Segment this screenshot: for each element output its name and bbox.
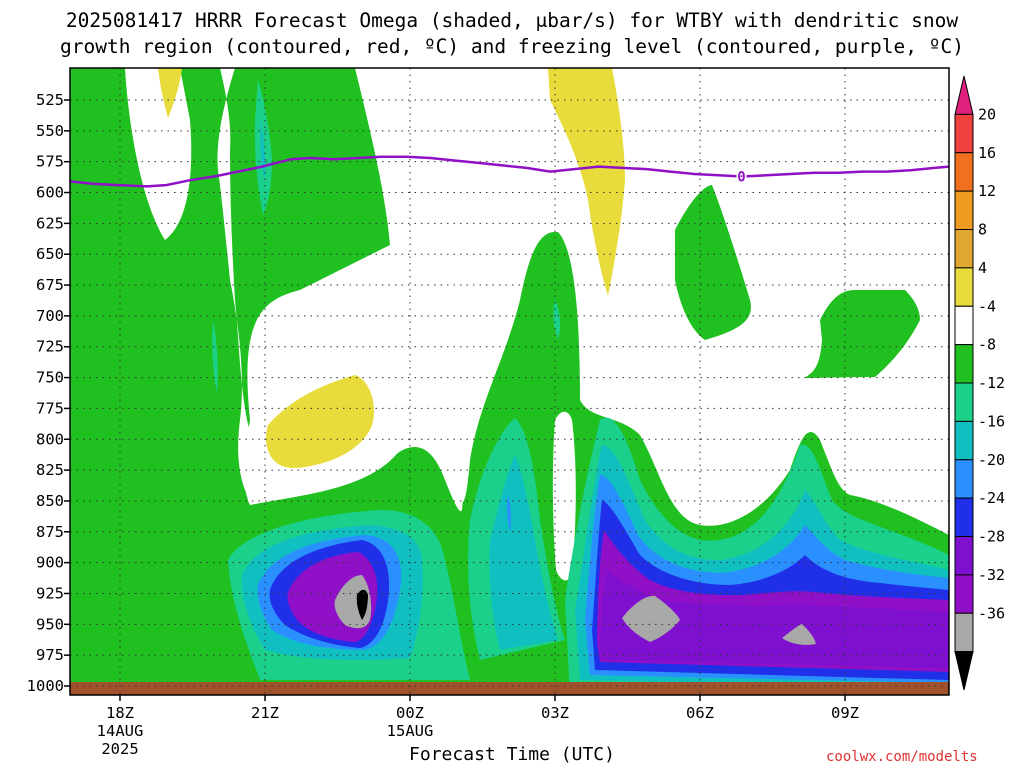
chart-title: 2025081417 HRRR Forecast Omega (shaded, … (0, 8, 1024, 60)
y-tick-label: 750 (36, 369, 64, 387)
freezing-label-bg (736, 168, 747, 185)
colorbar-swatch (954, 420, 974, 461)
colorbar-tick-label: 8 (978, 221, 987, 239)
freezing-level-line: 0 (69, 155, 950, 188)
y-tick-label: 650 (36, 245, 64, 263)
colorbar-tick-label: 4 (978, 259, 987, 277)
omega-lobe-green-3 (804, 290, 920, 378)
colorbar-arrow-top (954, 75, 974, 115)
colorbar-swatch (954, 612, 974, 653)
y-tick-label: 625 (36, 214, 64, 232)
freezing-level-contour (69, 155, 950, 188)
colorbar-tick-label: -4 (978, 297, 996, 315)
y-tick-label: 950 (36, 615, 64, 633)
plot-frame (69, 67, 950, 696)
colorbar-tick-label: -28 (978, 528, 1005, 546)
colorbar-tick-label: 20 (978, 105, 996, 123)
y-tick-label: 825 (36, 461, 64, 479)
colorbar: 20 16 12 8 4 -4 -8 -12 -16 -20 -24 -28 -32 -36 (954, 75, 1005, 691)
colorbar-swatch (954, 190, 974, 230)
y-tick-label: 725 (36, 338, 64, 356)
y-tick-label: 775 (36, 399, 64, 417)
x-tick-label: 00Z (396, 704, 424, 722)
colorbar-tick-label: -12 (978, 374, 1005, 392)
colorbar-swatch (954, 229, 974, 269)
freezing-level-label: 0 (737, 169, 745, 185)
x-axis-title: Forecast Time (UTC) (409, 744, 615, 765)
x-tick-label: 03Z (541, 704, 569, 722)
title-line-2: growth region (contoured, red, ºC) and f… (60, 35, 964, 58)
y-tick-label: 1000 (27, 677, 64, 695)
x-tick-date: 15AUG (387, 722, 434, 740)
x-tick-label: 21Z (251, 704, 279, 722)
x-tick-label: 09Z (831, 704, 859, 722)
y-tick-label: 925 (36, 584, 64, 602)
y-tick-label: 900 (36, 554, 64, 572)
y-tick-label: 675 (36, 276, 64, 294)
omega-low-left-black (356, 589, 368, 620)
omega-band-teal-2 (212, 320, 218, 393)
y-axis: 525 550 575 600 625 650 675 700 725 750 775 800 825 8… (27, 91, 70, 695)
omega-central-cyan (489, 455, 558, 650)
colorbar-tick-label: -36 (978, 604, 1005, 622)
colorbar-tick-label: -8 (978, 336, 996, 354)
colorbar-swatch (954, 305, 974, 346)
colorbar-swatch (954, 536, 974, 576)
colorbar-swatch (954, 267, 974, 307)
omega-band-yellow-3 (265, 375, 375, 468)
omega-low-right-gray-2 (782, 624, 816, 645)
y-tick-label: 700 (36, 307, 64, 325)
x-tick-label: 06Z (686, 704, 714, 722)
terrain-ground (70, 682, 949, 695)
colorbar-tick-label: 16 (978, 144, 996, 162)
colorbar-swatch (954, 459, 974, 499)
colorbar-tick-label: -16 (978, 412, 1005, 430)
omega-band-yellow-2 (548, 68, 625, 296)
omega-low-right-gray-1 (622, 595, 680, 642)
y-tick-label: 800 (36, 430, 64, 448)
y-tick-label: 875 (36, 523, 64, 541)
source-credit[interactable]: coolwx.com/modelts (826, 749, 978, 765)
omega-lobe-green-2 (675, 185, 751, 340)
omega-low-right-darkpurple (600, 570, 949, 668)
omega-hole-white-1 (195, 68, 545, 512)
colorbar-swatch (954, 113, 974, 154)
colorbar-swatch (954, 152, 974, 192)
colorbar-tick-label: -32 (978, 566, 1005, 584)
colorbar-tick-label: -20 (978, 451, 1005, 469)
colorbar-swatch (954, 497, 974, 537)
y-tick-label: 600 (36, 184, 64, 202)
colorbar-tick-label: -24 (978, 489, 1005, 507)
x-tick-year: 2025 (101, 740, 138, 758)
colorbar-swatch (954, 344, 974, 384)
y-tick-label: 525 (36, 91, 64, 109)
gridlines (70, 68, 949, 695)
colorbar-swatch (954, 574, 974, 614)
omega-hole-white-2 (552, 411, 576, 581)
y-tick-label: 850 (36, 492, 64, 510)
y-tick-label: 975 (36, 646, 64, 664)
colorbar-arrow-bottom (954, 651, 974, 691)
x-tick-date: 14AUG (97, 722, 144, 740)
colorbar-tick-label: 12 (978, 182, 996, 200)
omega-shading (70, 68, 949, 695)
title-line-1: 2025081417 HRRR Forecast Omega (shaded, … (65, 9, 959, 32)
x-tick-label: 18Z (106, 704, 134, 722)
colorbar-swatch (954, 382, 974, 422)
omega-band-yellow-1 (158, 68, 182, 118)
omega-central-lightblue (506, 495, 512, 532)
y-tick-label: 550 (36, 122, 64, 140)
y-tick-label: 575 (36, 153, 64, 171)
